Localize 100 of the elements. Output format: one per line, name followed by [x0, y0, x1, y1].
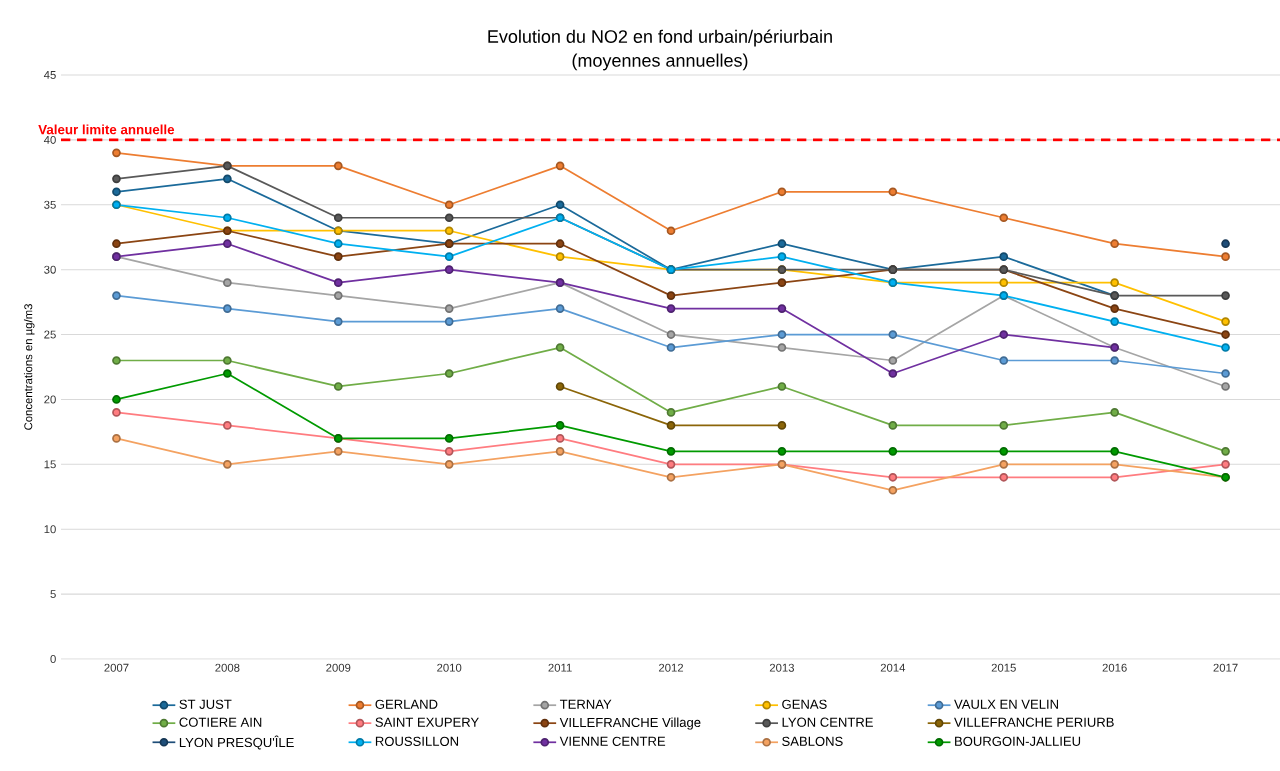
point: [666, 408, 676, 417]
point: [112, 395, 121, 404]
point: [223, 174, 232, 184]
point: [777, 187, 787, 197]
y-axis-title: Concentrations en µg/m3: [23, 304, 35, 430]
point: [112, 239, 121, 249]
point: [223, 460, 232, 469]
point: [444, 252, 454, 262]
point: [999, 460, 1009, 469]
point: [1221, 343, 1230, 352]
y-tick-label: 30: [44, 265, 56, 274]
point: [888, 485, 898, 495]
point: [555, 447, 565, 456]
legend-label: BOURGOIN-JALLIEU: [955, 736, 1081, 746]
point: [555, 421, 565, 430]
x-tick-label: 2011: [548, 663, 572, 672]
point: [1110, 278, 1119, 287]
y-tick-label: 20: [44, 395, 56, 404]
y-tick-label: 10: [44, 525, 56, 534]
point: [333, 252, 343, 262]
point: [1110, 408, 1119, 417]
y-tick-label: 15: [44, 460, 56, 469]
point: [333, 291, 343, 300]
x-tick-label: 2015: [991, 663, 1016, 672]
point: [112, 187, 121, 197]
point: [888, 472, 898, 482]
x-tick-label: 2012: [658, 663, 684, 672]
y-tick-label: 35: [44, 200, 56, 209]
point: [777, 382, 787, 391]
point: [777, 421, 787, 430]
point: [777, 343, 787, 352]
point: [666, 447, 676, 456]
x-tick-label: 2014: [880, 663, 906, 672]
point: [444, 460, 454, 469]
point: [112, 148, 121, 158]
point: [1221, 317, 1230, 326]
y-tick-label: 25: [44, 330, 56, 339]
legend-label: SAINT EXUPERY: [375, 717, 479, 727]
point: [1221, 369, 1230, 378]
point: [777, 304, 787, 313]
legend-label: ST JUST: [179, 699, 232, 709]
point: [223, 369, 232, 378]
point: [1110, 447, 1119, 456]
point: [223, 421, 232, 430]
point: [223, 239, 232, 249]
point: [999, 213, 1009, 223]
point: [666, 472, 676, 482]
y-tick-label: 0: [50, 655, 56, 664]
legend-label: COTIERE AIN: [179, 717, 262, 727]
point: [444, 369, 454, 378]
point: [999, 447, 1009, 456]
ref-line-label: Valeur limite annuelle: [38, 124, 175, 135]
point: [1110, 317, 1119, 326]
y-tick-label: 5: [50, 590, 56, 599]
legend-label: LYON PRESQU'ÎLE: [179, 735, 294, 750]
point: [888, 421, 898, 430]
point: [999, 421, 1009, 430]
x-tick-label: 2013: [769, 663, 795, 672]
point: [1110, 304, 1119, 313]
point: [777, 330, 787, 339]
point: [333, 239, 343, 249]
legend-label: GERLAND: [375, 699, 438, 709]
point: [444, 434, 454, 443]
x-tick-label: 2017: [1213, 663, 1238, 672]
point: [112, 434, 121, 443]
legend-label: ROUSSILLON: [375, 736, 459, 746]
point: [112, 291, 121, 300]
point: [555, 382, 565, 391]
point: [1110, 460, 1119, 469]
point: [999, 252, 1009, 262]
point: [333, 213, 343, 223]
x-tick-label: 2016: [1102, 663, 1127, 672]
legend-label: VILLEFRANCHE PERIURB: [954, 717, 1114, 727]
point: [555, 252, 565, 262]
y-tick-label: 45: [43, 71, 56, 79]
point: [333, 278, 343, 287]
point: [444, 317, 454, 326]
point: [444, 304, 454, 313]
y-tick-label: 40: [43, 135, 56, 144]
point: [555, 239, 565, 249]
point: [555, 161, 565, 171]
point: [444, 213, 454, 223]
point: [1221, 382, 1230, 391]
point: [666, 226, 676, 236]
point: [1221, 291, 1230, 300]
point: [1221, 252, 1230, 262]
legend-label: VAULX EN VELIN: [954, 699, 1058, 709]
point: [223, 213, 232, 223]
point: [555, 200, 565, 210]
chart-subtitle: (moyennes annuelles): [572, 53, 748, 71]
point: [666, 421, 676, 430]
point: [666, 304, 676, 313]
x-tick-label: 2010: [437, 663, 462, 672]
legend-label: SABLONS: [782, 736, 843, 746]
x-tick-label: 2008: [215, 663, 240, 672]
point: [112, 408, 121, 417]
point: [333, 317, 343, 326]
point: [777, 447, 787, 456]
legend-label: LYON CENTRE: [782, 717, 873, 727]
point: [555, 304, 565, 313]
